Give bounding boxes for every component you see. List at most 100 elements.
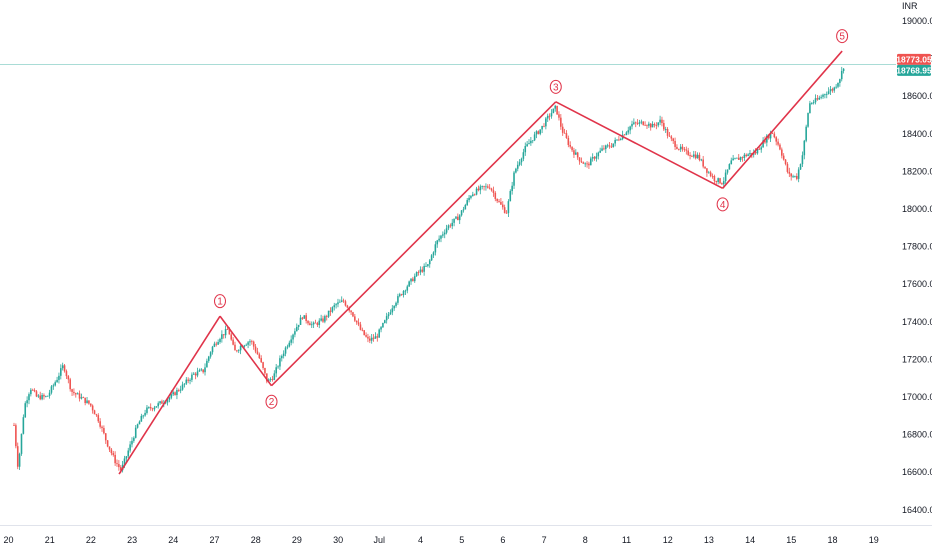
candle — [230, 332, 233, 341]
candle — [653, 122, 656, 128]
candle — [22, 414, 25, 435]
candle — [724, 169, 727, 185]
candle — [818, 95, 821, 100]
candle — [151, 407, 154, 412]
svg-text:18773.05: 18773.05 — [896, 54, 932, 64]
candle — [428, 258, 431, 268]
wave-segment[interactable] — [722, 50, 843, 189]
candle — [623, 134, 626, 136]
candle — [357, 318, 360, 327]
wave-label[interactable]: 2 — [265, 394, 278, 409]
candle — [642, 121, 645, 126]
candle — [618, 135, 620, 142]
candle — [305, 312, 307, 324]
candle — [678, 148, 680, 151]
candle — [397, 293, 399, 305]
candle — [385, 312, 388, 324]
wave-label[interactable]: 5 — [836, 29, 849, 44]
candle — [614, 137, 616, 147]
wave-label[interactable]: 3 — [549, 79, 562, 94]
candle — [423, 263, 425, 276]
candle — [108, 446, 111, 453]
candle — [758, 147, 761, 150]
candle — [563, 128, 566, 134]
candle — [831, 87, 834, 93]
candle — [810, 102, 813, 105]
candle — [477, 185, 480, 192]
candle — [310, 321, 313, 329]
candle — [148, 406, 150, 409]
candle — [694, 151, 697, 160]
candle — [464, 203, 467, 210]
wave-segment[interactable] — [118, 315, 221, 475]
candle — [487, 184, 489, 189]
candle — [179, 385, 182, 394]
candle — [221, 330, 223, 343]
candle — [599, 147, 601, 154]
candle — [679, 144, 682, 153]
candle — [279, 355, 281, 371]
candle — [297, 324, 300, 331]
candle — [779, 143, 781, 151]
candle — [303, 315, 306, 319]
candle — [545, 116, 547, 130]
candle — [335, 302, 337, 309]
wave-label[interactable]: 4 — [716, 197, 729, 212]
candle — [239, 343, 242, 355]
candle — [649, 122, 652, 131]
candle — [20, 433, 23, 456]
candle — [140, 413, 143, 422]
candle — [101, 425, 103, 432]
candle — [78, 390, 81, 402]
wave-segment[interactable] — [219, 315, 273, 387]
candle — [640, 119, 643, 125]
candle — [721, 182, 723, 185]
candle — [290, 335, 292, 346]
candle — [535, 130, 538, 139]
candle — [689, 152, 691, 160]
candle — [247, 341, 249, 349]
candle — [89, 403, 92, 408]
candle — [691, 154, 693, 157]
candle — [693, 150, 695, 159]
candle — [264, 367, 266, 376]
candle — [494, 191, 497, 202]
price-axis[interactable]: INR 19000.0018800.0018600.0018400.001820… — [902, 1, 932, 515]
candle — [339, 299, 341, 303]
candle — [462, 206, 465, 213]
candle — [88, 400, 90, 405]
candle — [95, 413, 98, 417]
candle — [805, 124, 807, 143]
y-tick-label: 16600.00 — [902, 467, 932, 477]
candle — [442, 231, 444, 238]
candle — [664, 126, 667, 134]
wave-segment[interactable] — [555, 101, 724, 190]
candle — [743, 152, 746, 161]
candle — [324, 314, 326, 324]
candle — [316, 321, 319, 328]
candle — [365, 332, 367, 338]
candle — [816, 95, 819, 101]
wave-segment[interactable] — [270, 101, 557, 387]
candle — [788, 167, 791, 177]
candle — [384, 319, 386, 324]
candle — [837, 82, 839, 89]
x-tick-label: 29 — [292, 535, 302, 545]
candle — [460, 209, 463, 217]
candle — [458, 214, 461, 225]
candle — [378, 328, 380, 338]
candle — [391, 304, 394, 316]
candle — [93, 409, 96, 415]
candle — [307, 319, 309, 326]
candle — [479, 184, 482, 195]
candle — [833, 86, 836, 93]
candle — [485, 183, 487, 191]
wave-label[interactable]: 1 — [214, 294, 226, 309]
x-tick-label: 19 — [869, 535, 879, 545]
candle — [625, 131, 628, 136]
candle — [524, 142, 527, 156]
x-tick-label: 6 — [500, 535, 505, 545]
candle — [269, 377, 272, 382]
time-axis[interactable]: 20 21 22 23 24 27 28 29 30 Jul 4 5 6 7 8 11 12 13 14 15 18 19 — [3, 535, 878, 545]
candle — [651, 121, 654, 128]
